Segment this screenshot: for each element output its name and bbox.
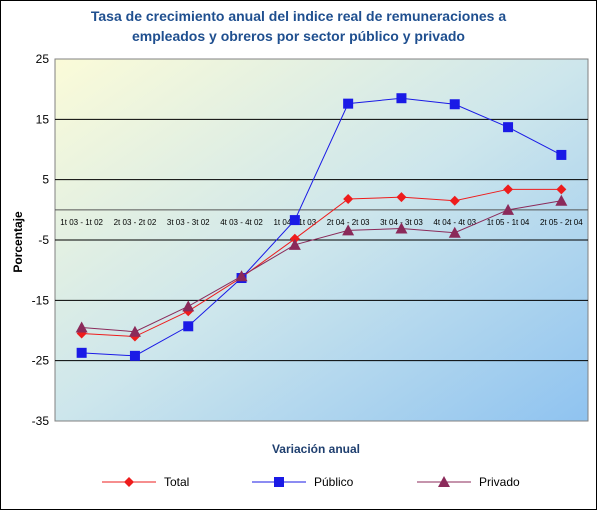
data-point-privado (182, 300, 195, 312)
y-tick-label: 25 (36, 52, 50, 66)
x-axis-label: Variación anual (271, 442, 361, 456)
data-point-total (289, 233, 300, 244)
series-line-total (81, 188, 562, 338)
data-point-privado (235, 270, 248, 282)
data-point-total (343, 193, 354, 204)
series-line-privado (81, 200, 562, 333)
legend-swatch (102, 477, 156, 487)
y-tick-label: 15 (36, 112, 50, 126)
x-tick-label: 1t 03 - 1t 02 (60, 218, 103, 227)
data-point-privado (555, 194, 568, 206)
data-point-privado (75, 321, 88, 333)
data-point-privado (342, 224, 355, 236)
data-point-total (396, 192, 407, 203)
legend-marker (124, 477, 134, 487)
y-axis-label: Porcentaje (11, 211, 25, 273)
x-tick-label: 3t 03 - 3t 02 (167, 218, 210, 227)
y-tick-label: 5 (42, 173, 49, 187)
data-point-privado (502, 203, 515, 215)
chart-title: Tasa de crecimiento anual del indice rea… (90, 8, 507, 44)
series-line-publico (81, 97, 562, 357)
data-point-privado (128, 325, 141, 337)
legend-swatch (252, 477, 306, 487)
legend: Total Público Privado (90, 472, 520, 492)
legend-swatch (417, 476, 471, 487)
data-point-publico (183, 321, 194, 332)
y-tick-label: -25 (32, 354, 50, 368)
data-point-privado (395, 222, 408, 234)
data-point-publico (556, 149, 567, 160)
series-privado (75, 194, 568, 337)
data-point-publico (76, 347, 87, 358)
y-tick-label: -5 (38, 233, 49, 247)
legend-label: Público (314, 475, 354, 489)
data-point-publico (503, 122, 514, 133)
x-tick-label: 2t 05 - 2t 04 (540, 218, 583, 227)
x-tick-label: 4t 04 - 4t 03 (433, 218, 476, 227)
y-tick-label: -15 (32, 293, 50, 307)
y-tick-label: -35 (32, 414, 50, 428)
x-tick-label: 4t 03 - 4t 02 (220, 218, 263, 227)
data-point-total (556, 184, 567, 195)
x-tick-label: 2t 03 - 2t 02 (114, 218, 157, 227)
series-publico (76, 93, 567, 361)
data-point-total (503, 184, 514, 195)
legend-label: Privado (479, 475, 520, 489)
data-point-publico (289, 215, 300, 226)
x-tick-label: 1t 05 - 1t 04 (487, 218, 530, 227)
legend-label: Total (164, 475, 190, 489)
data-point-privado (288, 238, 301, 250)
data-point-publico (396, 93, 407, 104)
x-tick-label: 2t 04 - 2t 03 (327, 218, 370, 227)
legend-marker (438, 476, 450, 487)
data-point-publico (343, 98, 354, 109)
data-point-privado (448, 226, 461, 238)
x-tick-label: 3t 04 - 3t 03 (380, 218, 423, 227)
data-point-total (449, 195, 460, 206)
legend-marker (274, 477, 284, 487)
data-point-publico (449, 99, 460, 110)
data-point-publico (129, 350, 140, 361)
